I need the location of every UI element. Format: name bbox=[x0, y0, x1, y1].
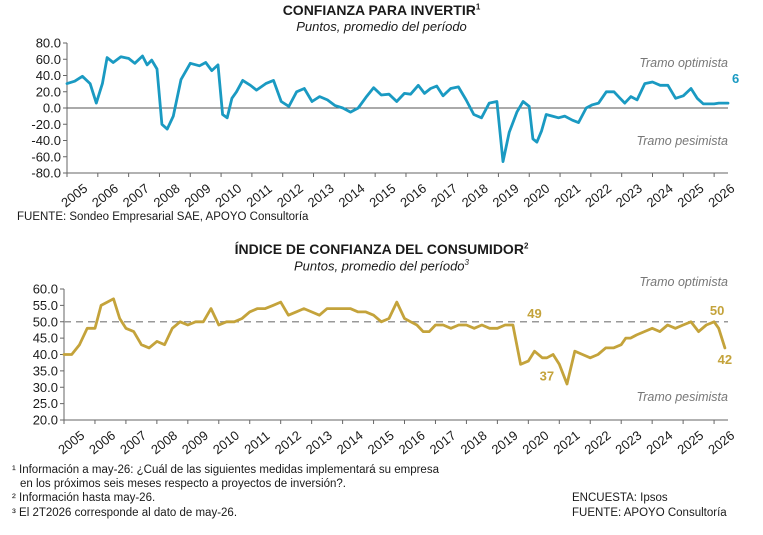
chart2-data-label: 37 bbox=[540, 368, 554, 383]
chart2-x-tick-label: 2010 bbox=[210, 428, 242, 458]
chart2-y-tick-label: 60.0 bbox=[33, 282, 58, 297]
chart2-y-tick-label: 45.0 bbox=[33, 331, 58, 346]
chart2-x-tick-label: 2025 bbox=[674, 428, 706, 458]
chart1-zone-top-label: Tramo optimista bbox=[639, 56, 728, 70]
chart2-series-line bbox=[62, 297, 727, 386]
chart2-y-tick-label: 25.0 bbox=[33, 396, 58, 411]
chart2-x-tick-label: 2013 bbox=[303, 428, 335, 458]
chart2-title-footnote-marker: 2 bbox=[523, 241, 529, 251]
chart2-x-tick-label: 2005 bbox=[55, 428, 87, 458]
chart1-x-tick-label: 2006 bbox=[89, 181, 121, 211]
chart1-x-tick-label: 2026 bbox=[705, 181, 737, 211]
chart1-y-tick-label: -20.0 bbox=[31, 117, 61, 132]
chart1-x-tick-label: 2019 bbox=[490, 181, 522, 211]
chart1-y-tick-label: 60.0 bbox=[36, 52, 61, 67]
chart1-x-tick-label: 2021 bbox=[551, 181, 583, 211]
chart2-data-label: 42 bbox=[718, 352, 732, 367]
chart1-title-footnote-marker: 1 bbox=[475, 2, 481, 12]
chart2-x-tick-label: 2009 bbox=[179, 428, 211, 458]
chart1-x-tick-label: 2018 bbox=[459, 181, 491, 211]
chart1-y-tick-label: 0.0 bbox=[43, 101, 61, 116]
chart2-x-tick-label: 2012 bbox=[272, 428, 304, 458]
chart2-y-tick-label: 35.0 bbox=[33, 363, 58, 378]
chart1-x-tick-label: 2020 bbox=[520, 181, 552, 211]
chart2-x-tick-label: 2026 bbox=[705, 428, 737, 458]
chart2-subtitle-footnote-marker: 3 bbox=[464, 258, 469, 267]
chart1-x-tick-label: 2008 bbox=[151, 181, 183, 211]
chart1-x-tick-label: 2012 bbox=[274, 181, 306, 211]
chart1-x-tick-label: 2014 bbox=[336, 181, 368, 211]
chart1-x-tick-label: 2007 bbox=[120, 181, 152, 211]
chart2-x-tick-label: 2022 bbox=[581, 428, 613, 458]
chart2-x-tick-label: 2024 bbox=[643, 428, 675, 458]
footnote-2: ² Información hasta may-26. bbox=[12, 492, 156, 504]
chart1-y-tick-label: 20.0 bbox=[36, 84, 61, 99]
chart2-y-tick-label: 20.0 bbox=[33, 413, 58, 428]
chart2-x-tick-label: 2015 bbox=[365, 428, 397, 458]
chart2-x-tick-label: 2007 bbox=[117, 428, 149, 458]
chart2-x-tick-label: 2023 bbox=[612, 428, 644, 458]
chart2-y-tick-label: 30.0 bbox=[33, 380, 58, 395]
footnote-3: ³ El 2T2026 corresponde al dato de may-2… bbox=[12, 507, 238, 519]
survey-credit: ENCUESTA: Ipsos bbox=[572, 492, 668, 504]
chart2-x-tick-label: 2006 bbox=[86, 428, 118, 458]
chart1-x-tick-label: 2009 bbox=[181, 181, 213, 211]
chart2-y-tick-label: 55.0 bbox=[33, 298, 58, 313]
footnote-1b: en los próximos seis meses respecto a pr… bbox=[20, 478, 346, 490]
chart2-y-tick-label: 50.0 bbox=[33, 314, 58, 329]
chart2-x-tick-label: 2011 bbox=[241, 428, 272, 457]
chart2-data-label: 50 bbox=[710, 303, 724, 318]
source2-credit: FUENTE: APOYO Consultoría bbox=[572, 507, 727, 519]
chart1-y-tick-label: -40.0 bbox=[31, 133, 61, 148]
chart1-x-tick-label: 2010 bbox=[212, 181, 244, 211]
chart2-data-label: 49 bbox=[527, 306, 541, 321]
chart2-plot: 60.055.050.0 45.040.035.0 30.025.0 20.02005… bbox=[33, 275, 738, 457]
chart1-plot: 80.060.040.020.00.0-20.0-40.0-60.0-80.02… bbox=[31, 36, 739, 211]
chart1-x-tick-label: 2015 bbox=[366, 181, 398, 211]
chart1-x-tick-label: 2017 bbox=[428, 181, 460, 211]
chart2-x-tick-label: 2016 bbox=[396, 428, 428, 458]
chart1-zone-bottom-label: Tramo pesimista bbox=[637, 134, 729, 148]
chart2-title: ÍNDICE DE CONFIANZA DEL CONSUMIDOR2 bbox=[234, 241, 529, 257]
chart1-x-tick-label: 2016 bbox=[397, 181, 429, 211]
chart1-y-tick-label: -80.0 bbox=[31, 166, 61, 181]
chart1-x-tick-label: 2022 bbox=[582, 181, 614, 211]
chart1-series-line bbox=[65, 54, 730, 163]
chart1-y-tick-label: 40.0 bbox=[36, 68, 61, 83]
chart2-x-tick-label: 2014 bbox=[334, 428, 366, 458]
chart1-subtitle: Puntos, promedio del período bbox=[296, 19, 467, 34]
chart1-title: CONFIANZA PARA INVERTIR1 bbox=[282, 2, 481, 18]
chart2-subtitle: Puntos, promedio del período3 bbox=[293, 258, 469, 274]
chart2-x-tick-label: 2018 bbox=[458, 428, 490, 458]
chart1-y-tick-label: 80.0 bbox=[36, 36, 61, 51]
chart1-y-tick-label: -60.0 bbox=[31, 149, 61, 164]
chart2-x-tick-label: 2021 bbox=[551, 428, 583, 458]
chart1-x-tick-label: 2011 bbox=[243, 181, 274, 210]
chart2-x-tick-label: 2008 bbox=[148, 428, 180, 458]
footnote-1a: ¹ Información a may-26: ¿Cuál de las sig… bbox=[12, 464, 439, 476]
chart1-x-tick-label: 2013 bbox=[305, 181, 337, 211]
chart1-x-tick-label: 2023 bbox=[613, 181, 645, 211]
chart2-zone-bottom-label: Tramo pesimista bbox=[637, 390, 729, 404]
chart2-x-tick-label: 2019 bbox=[489, 428, 521, 458]
chart2-zone-top-label: Tramo optimista bbox=[639, 275, 728, 289]
chart2-x-tick-label: 2017 bbox=[427, 428, 459, 458]
chart2-y-tick-label: 40.0 bbox=[33, 347, 58, 362]
chart1-x-tick-label: 2025 bbox=[675, 181, 707, 211]
chart1-x-tick-label: 2024 bbox=[644, 181, 676, 211]
chart1-x-tick-label: 2005 bbox=[58, 181, 90, 211]
chart1-end-label: 6 bbox=[732, 71, 739, 86]
chart2-x-tick-label: 2020 bbox=[520, 428, 552, 458]
chart1-source: FUENTE: Sondeo Empresarial SAE, APOYO Co… bbox=[17, 211, 309, 223]
